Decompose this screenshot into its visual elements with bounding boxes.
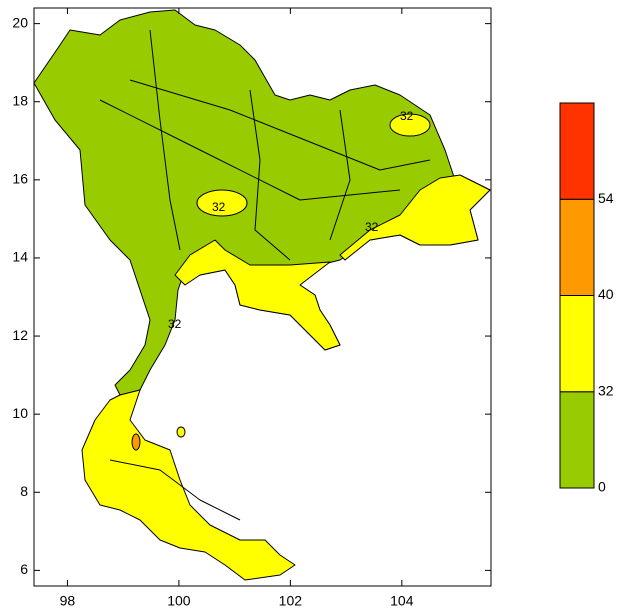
province-border [109,459,241,521]
colorbar-label: 32 [598,382,614,398]
colorbar-band [559,391,595,489]
province-border [329,109,351,241]
y-tick-label: 6 [20,561,28,577]
yellow-gulf [174,239,341,351]
colorbar-label: 54 [598,190,614,206]
yellow-east [339,174,491,261]
y-tick-label: 10 [12,405,28,421]
contour-label: 32 [212,200,226,214]
orange-blob [131,433,141,451]
province-border [149,29,181,251]
land [33,9,491,581]
yellow-south [81,389,296,581]
y-tick-label: 8 [20,483,28,499]
yellow-blob [196,189,248,217]
y-tick-label: 20 [12,14,28,30]
y-tick-label: 14 [12,249,28,265]
contour-label: 32 [168,317,182,331]
contour-label: 32 [400,109,414,123]
x-tick-label: 104 [390,593,414,609]
province-border [249,89,291,261]
contour-label: 32 [365,220,379,234]
axes: 98 100 102 104 6 8 10 12 14 16 18 20 [12,8,491,609]
province-border [99,99,401,201]
y-tick-label: 12 [12,327,28,343]
plot-frame [33,7,492,587]
y-tick-label: 18 [12,92,28,108]
island [176,426,186,438]
colorbar-band [559,102,595,200]
colorbar: 0 32 40 54 [559,102,614,495]
x-tick-label: 102 [279,593,303,609]
y-tick-label: 16 [12,171,28,187]
colorbar-label: 0 [598,479,606,495]
colorbar-band [559,198,595,296]
x-tick-label: 98 [60,593,76,609]
yellow-blob [389,113,431,137]
colorbar-band [559,295,595,393]
x-tick-label: 100 [167,593,191,609]
province-border [129,79,431,171]
colorbar-label: 40 [598,286,614,302]
